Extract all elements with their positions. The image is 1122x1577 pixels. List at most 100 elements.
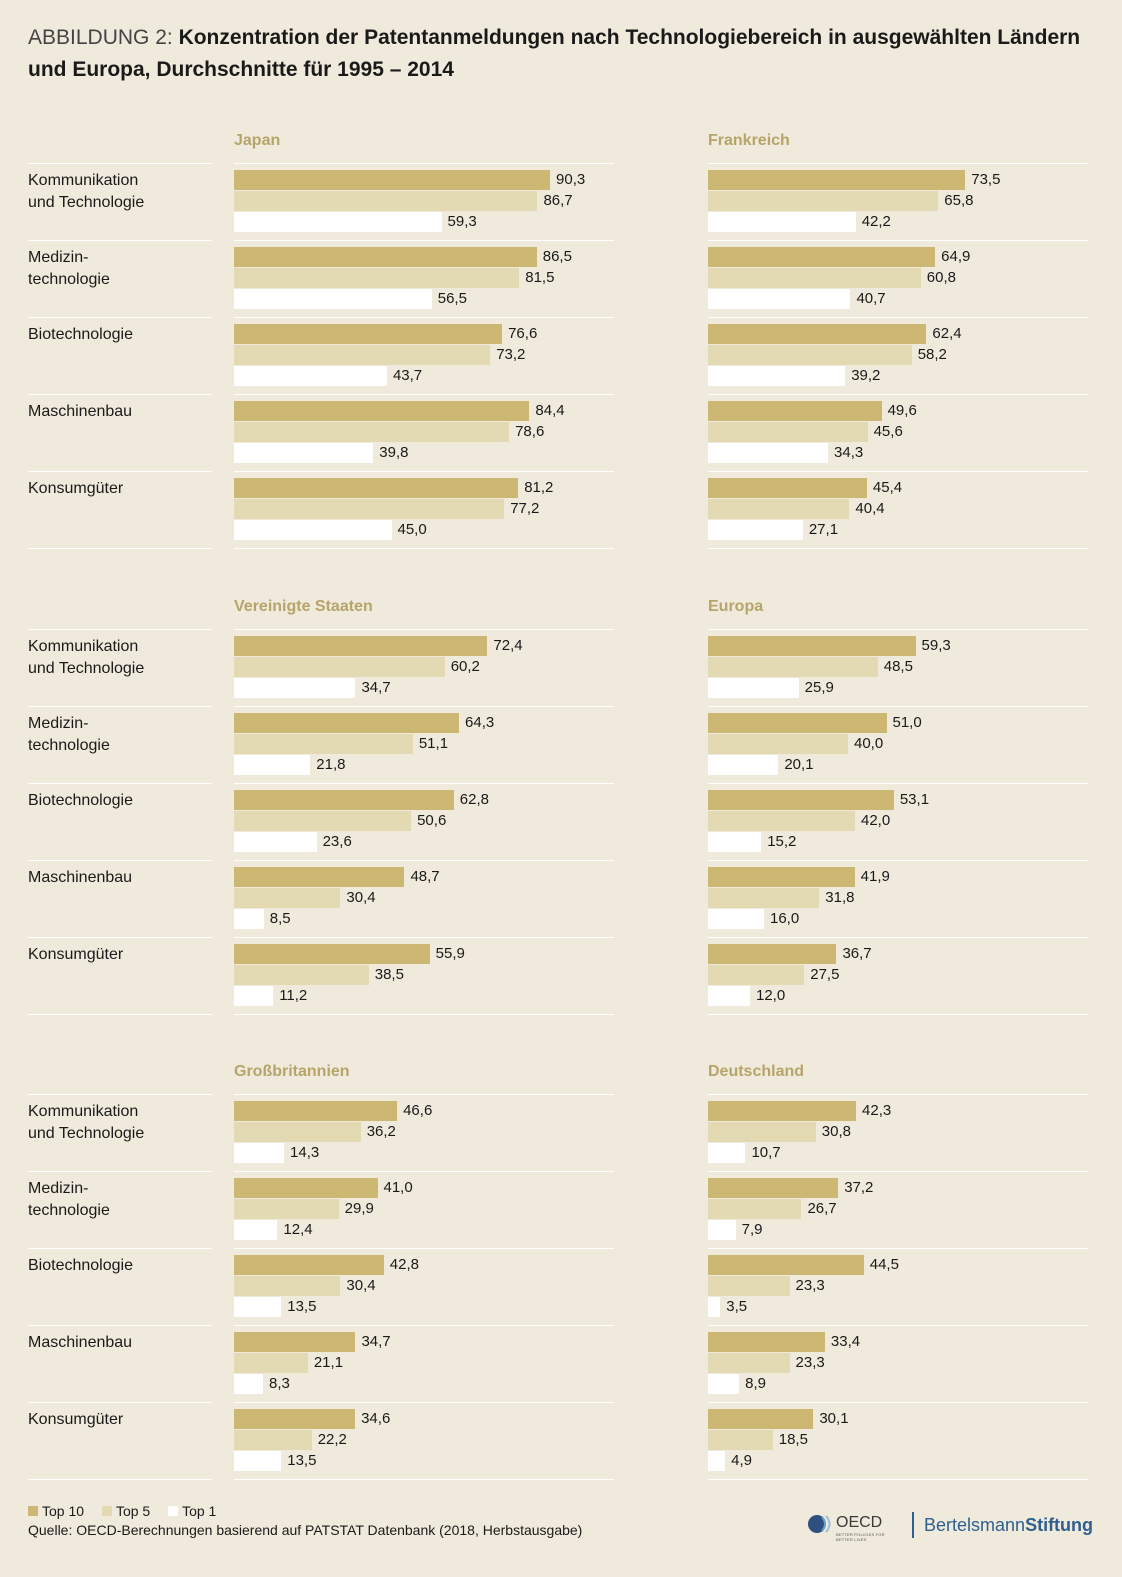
bar-value-label: 53,1	[899, 791, 930, 808]
bar-value-label: 7,9	[741, 1221, 763, 1238]
bar-top10	[708, 170, 966, 190]
bar-top5	[708, 657, 878, 677]
category-label-medizin-technologie: Medizin- technologie	[28, 715, 110, 754]
bar-value-label: 33,4	[830, 1333, 861, 1350]
bar-top1	[234, 212, 442, 232]
bar-top1	[708, 1297, 721, 1317]
bar-value-label: 41,0	[383, 1179, 413, 1196]
bar-value-label: 30,4	[346, 1277, 376, 1294]
bar-top1	[234, 1374, 264, 1394]
bar-top10	[708, 478, 867, 498]
bar-top10	[708, 636, 916, 656]
category-divider	[28, 240, 212, 241]
bar-top1	[234, 755, 311, 775]
category-divider	[28, 1479, 212, 1480]
bar-value-label: 78,6	[515, 423, 545, 440]
bar-top1	[234, 1143, 285, 1163]
category-divider	[28, 548, 212, 549]
panel-divider	[708, 783, 1088, 784]
bar-value-label: 36,2	[366, 1123, 396, 1140]
bar-value-label: 10,7	[751, 1144, 781, 1161]
panel-divider	[708, 317, 1088, 318]
bar-value-label: 30,1	[819, 1410, 849, 1427]
bar-value-label: 39,8	[379, 444, 409, 461]
bar-value-label: 81,5	[525, 269, 555, 286]
bar-top5	[234, 191, 538, 211]
legend-item-top1: Top 1	[168, 1501, 216, 1521]
bar-value-label: 16,0	[770, 910, 800, 927]
bar-top10	[708, 401, 882, 421]
bar-top1	[708, 1374, 740, 1394]
bar-value-label: 34,7	[361, 679, 391, 696]
bar-value-label: 40,4	[855, 500, 885, 517]
category-label-konsumgueter: Konsumgüter	[28, 946, 124, 963]
bertelsmann-logo-regular: Bertelsmann	[924, 1515, 1026, 1535]
bar-top10	[708, 1101, 857, 1121]
panel-divider	[708, 163, 1088, 164]
bar-value-label: 86,7	[543, 192, 573, 209]
figure-title-main: Konzentration der Patentanmeldungen nach…	[28, 26, 1081, 81]
panel-title: Großbritannien	[234, 1063, 350, 1080]
bar-value-label: 58,2	[917, 346, 947, 363]
bar-top1	[708, 678, 799, 698]
bar-top1	[234, 289, 432, 309]
category-divider	[28, 1171, 212, 1172]
bar-top10	[234, 867, 405, 887]
panel-divider	[708, 1014, 1088, 1015]
bar-value-label: 8,5	[269, 910, 291, 927]
bar-top10	[234, 944, 430, 964]
panel-title: Europa	[708, 598, 764, 615]
bar-top10	[234, 478, 519, 498]
category-label-medizin-technologie: Medizin- technologie	[28, 1180, 110, 1219]
bar-value-label: 18,5	[778, 1431, 808, 1448]
panel-divider	[234, 1479, 614, 1480]
bar-value-label: 42,8	[389, 1256, 419, 1273]
bar-top1	[234, 678, 356, 698]
panel-divider	[234, 1014, 614, 1015]
bar-value-label: 77,2	[510, 500, 540, 517]
bar-top10	[708, 867, 855, 887]
bar-top5	[708, 422, 868, 442]
bar-value-label: 73,2	[496, 346, 526, 363]
bar-value-label: 38,5	[374, 966, 404, 983]
bar-top5	[708, 734, 848, 754]
panel-divider	[708, 471, 1088, 472]
bar-top1	[234, 443, 374, 463]
category-divider	[28, 629, 212, 630]
bar-top5	[234, 888, 341, 908]
panel-divider	[234, 1171, 614, 1172]
bar-value-label: 59,3	[447, 213, 477, 230]
bar-value-label: 86,5	[542, 248, 572, 265]
bar-value-label: 27,1	[808, 521, 839, 538]
panel-divider	[708, 1171, 1088, 1172]
bar-value-label: 65,8	[944, 192, 974, 209]
panel-divider	[234, 471, 614, 472]
category-label-maschinenbau: Maschinenbau	[28, 869, 133, 886]
panel-divider	[234, 783, 614, 784]
bar-top10	[708, 1178, 839, 1198]
bar-top5	[234, 657, 445, 677]
bar-top1	[708, 443, 829, 463]
legend-item-top10: Top 10	[28, 1501, 84, 1521]
legend-item-top5: Top 5	[101, 1501, 150, 1521]
bar-top1	[708, 986, 750, 1006]
bar-top5	[234, 422, 510, 442]
bar-value-label: 34,3	[834, 444, 864, 461]
bar-value-label: 12,4	[283, 1221, 313, 1238]
bar-value-label: 31,8	[825, 889, 855, 906]
bar-value-label: 64,9	[941, 248, 971, 265]
bar-top5	[234, 1276, 341, 1296]
bar-value-label: 42,3	[862, 1102, 892, 1119]
panel-divider	[708, 394, 1088, 395]
panel-divider	[708, 1325, 1088, 1326]
bar-value-label: 25,9	[804, 679, 834, 696]
bar-value-label: 20,1	[784, 756, 814, 773]
bar-top1	[708, 1220, 736, 1240]
panel-divider	[708, 860, 1088, 861]
bar-value-label: 45,0	[397, 521, 427, 538]
bar-value-label: 55,9	[435, 945, 465, 962]
bar-top10	[708, 247, 936, 267]
bar-value-label: 14,3	[290, 1144, 320, 1161]
bar-top10	[708, 944, 837, 964]
category-divider	[28, 783, 212, 784]
